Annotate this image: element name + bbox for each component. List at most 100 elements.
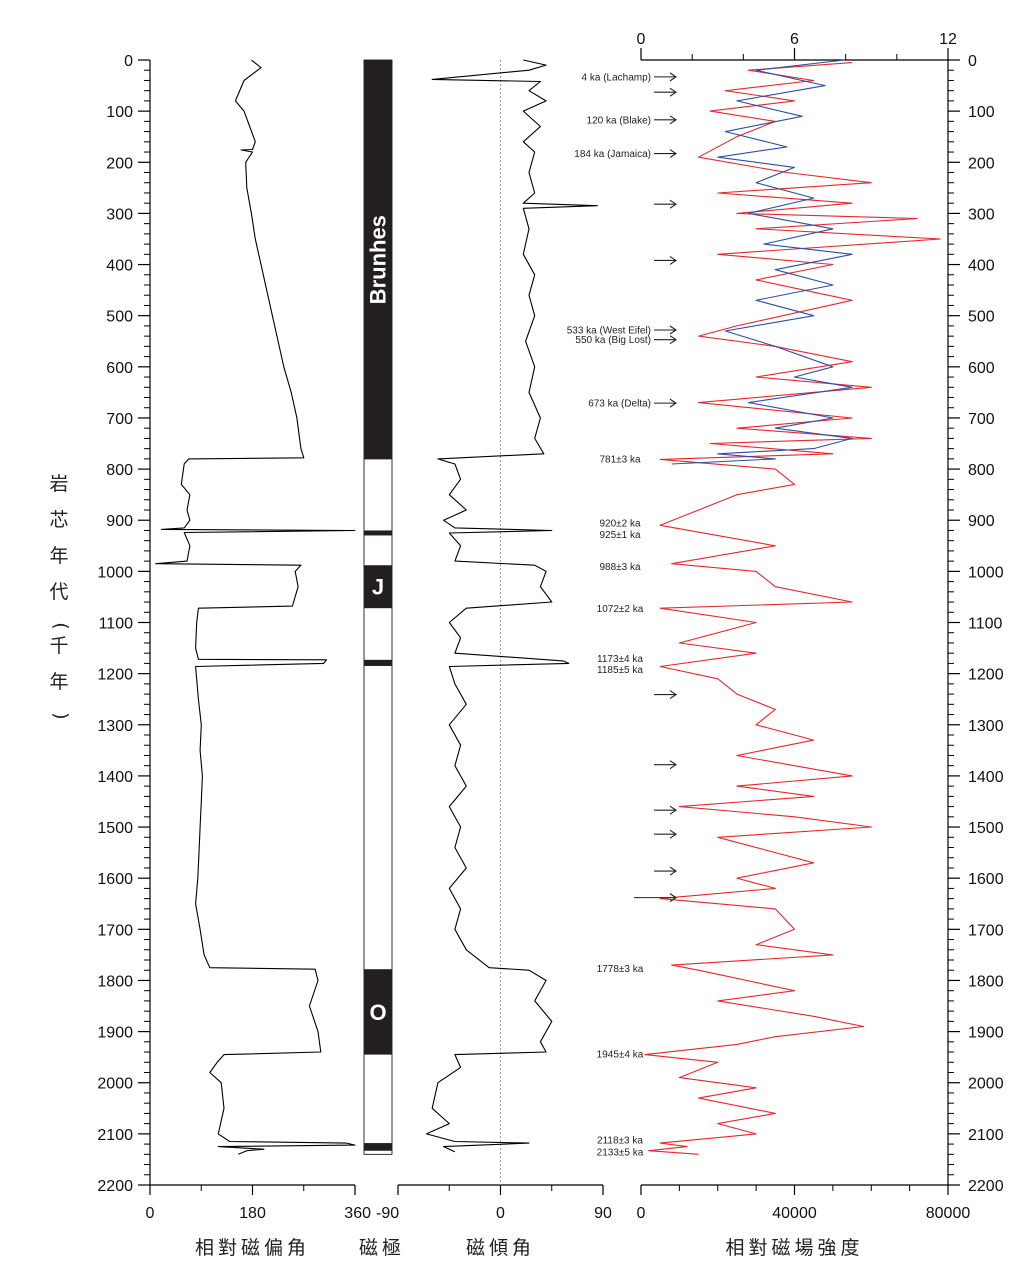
- chron-sr: [364, 530, 392, 536]
- declination-x-tick-label: 180: [239, 1205, 266, 1222]
- declination-series-line: [155, 59, 356, 1155]
- chron-label-cm: CM: [366, 644, 391, 661]
- declination-x-tick-label: 0: [146, 1205, 155, 1222]
- y-tick-label-left: 1600: [97, 871, 133, 888]
- chron-cm: [364, 659, 392, 666]
- chron-brunhes: [364, 60, 392, 460]
- chron-j: [364, 565, 392, 609]
- event-arrowhead: [669, 893, 677, 903]
- y-tick-label-left: 1800: [97, 973, 133, 990]
- chron-o: [364, 969, 392, 1055]
- event-arrowhead: [669, 760, 677, 770]
- y-tick-label-left: 2200: [97, 1178, 133, 1195]
- y-tick-label-right: 1300: [968, 718, 1004, 735]
- y-tick-label-right: 1200: [968, 667, 1004, 684]
- event-label: 1945±4 ka: [597, 1050, 644, 1061]
- intensity-x-tick-label: 0: [637, 1205, 646, 1222]
- event-label: 920±2 ka: [599, 518, 641, 529]
- chron-label-o: O: [369, 1000, 386, 1025]
- chron-label-matuyama: Matuyama: [366, 763, 391, 871]
- y-axis-title-char: 年: [49, 545, 72, 567]
- axes-frames: [138, 48, 960, 1195]
- event-arrowhead: [669, 149, 677, 159]
- y-tick-label-right: 0: [968, 53, 977, 70]
- y-tick-label-left: 1400: [97, 769, 133, 786]
- event-label: 120 ka (Blake): [587, 115, 651, 126]
- axis-labels: 0100200300400500600700800900100011001200…: [49, 31, 1003, 1259]
- data-series: [155, 59, 941, 1155]
- inclination-x-tick-label: 90: [594, 1205, 612, 1222]
- y-tick-label-right: 1900: [968, 1025, 1004, 1042]
- chron-label-j: J: [372, 575, 384, 600]
- event-arrowhead: [669, 72, 677, 82]
- event-arrowhead: [669, 866, 677, 876]
- y-axis-title-char: 代: [49, 581, 72, 603]
- y-tick-label-left: 400: [106, 258, 133, 275]
- intensity-x-tick-label: 40000: [772, 1205, 817, 1222]
- event-label: 184 ka (Jamaica): [574, 149, 651, 160]
- y-axis-title-char: (: [50, 622, 72, 633]
- intensity-series-blue: [671, 59, 853, 465]
- y-tick-label-right: 200: [968, 155, 995, 172]
- inclination-x-tick-label: 0: [496, 1205, 505, 1222]
- event-label: 2118±3 ka: [597, 1136, 643, 1147]
- polarity-column: Brunhes SR J CM Matuyama O R: [363, 59, 393, 1155]
- y-tick-label-left: 300: [106, 206, 133, 223]
- y-tick-label-right: 700: [968, 411, 995, 428]
- chron-label-brunhes: Brunhes: [366, 215, 391, 304]
- y-axis-title-char: 岩: [49, 473, 72, 495]
- y-tick-label-left: 600: [106, 360, 133, 377]
- y-tick-label-left: 1500: [97, 820, 133, 837]
- chron-label-sr: SR: [367, 514, 390, 531]
- event-arrowhead: [669, 199, 677, 209]
- y-tick-label-right: 1000: [968, 564, 1004, 581]
- y-tick-label-left: 200: [106, 155, 133, 172]
- y-axis-title-char: 千: [49, 635, 72, 657]
- event-label: 781±3 ka: [599, 454, 641, 465]
- y-tick-label-right: 500: [968, 309, 995, 326]
- y-axis-title-char: ): [50, 712, 72, 723]
- event-arrowhead: [669, 255, 677, 265]
- event-label: 533 ka (West Eifel): [567, 326, 651, 337]
- event-arrowhead: [669, 325, 677, 335]
- y-tick-label-left: 1700: [97, 922, 133, 939]
- event-label: 2133±5 ka: [597, 1147, 644, 1158]
- y-tick-label-right: 1500: [968, 820, 1004, 837]
- intensity-top-tick-label: 6: [790, 31, 799, 48]
- chron-r: [364, 1143, 392, 1151]
- event-label: 1072±2 ka: [597, 604, 644, 615]
- y-tick-label-left: 1300: [97, 718, 133, 735]
- event-label: 673 ka (Delta): [588, 399, 651, 410]
- intensity-series-red: [644, 62, 941, 1155]
- y-tick-label-left: 2000: [97, 1076, 133, 1093]
- y-axis-title-char: 芯: [49, 509, 72, 531]
- intensity-x-tick-label: 80000: [926, 1205, 971, 1222]
- y-tick-label-right: 100: [968, 104, 995, 121]
- y-tick-label-left: 800: [106, 462, 133, 479]
- event-label: 988±3 ka: [599, 562, 641, 573]
- y-tick-label-right: 2200: [968, 1178, 1004, 1195]
- event-arrowhead: [669, 805, 677, 815]
- intensity-x-axis-title: 相對磁場強度: [725, 1237, 863, 1259]
- event-label: 4 ka (Lachamp): [582, 72, 651, 83]
- y-tick-label-right: 600: [968, 360, 995, 377]
- y-tick-label-left: 0: [124, 53, 133, 70]
- y-tick-label-right: 800: [968, 462, 995, 479]
- event-arrowhead: [669, 335, 677, 345]
- y-tick-label-right: 1800: [968, 973, 1004, 990]
- y-tick-label-right: 400: [968, 258, 995, 275]
- declination-x-tick-label: 360: [344, 1205, 371, 1222]
- event-annotations: 4 ka (Lachamp) 120 ka (Blake) 184 ka (Jama…: [567, 72, 677, 1158]
- event-label: 1185±5 ka: [597, 665, 643, 676]
- y-tick-label-left: 700: [106, 411, 133, 428]
- event-label: 1173±4 ka: [597, 654, 643, 665]
- y-tick-label-left: 1200: [97, 667, 133, 684]
- y-tick-label-left: 500: [106, 309, 133, 326]
- inclination-series-line: [425, 59, 598, 1153]
- y-tick-label-left: 2100: [97, 1127, 133, 1144]
- event-arrowhead: [669, 690, 677, 700]
- y-tick-label-right: 1600: [968, 871, 1004, 888]
- y-tick-label-right: 1100: [968, 616, 1003, 633]
- polarity-x-axis-title: 磁極: [359, 1237, 405, 1259]
